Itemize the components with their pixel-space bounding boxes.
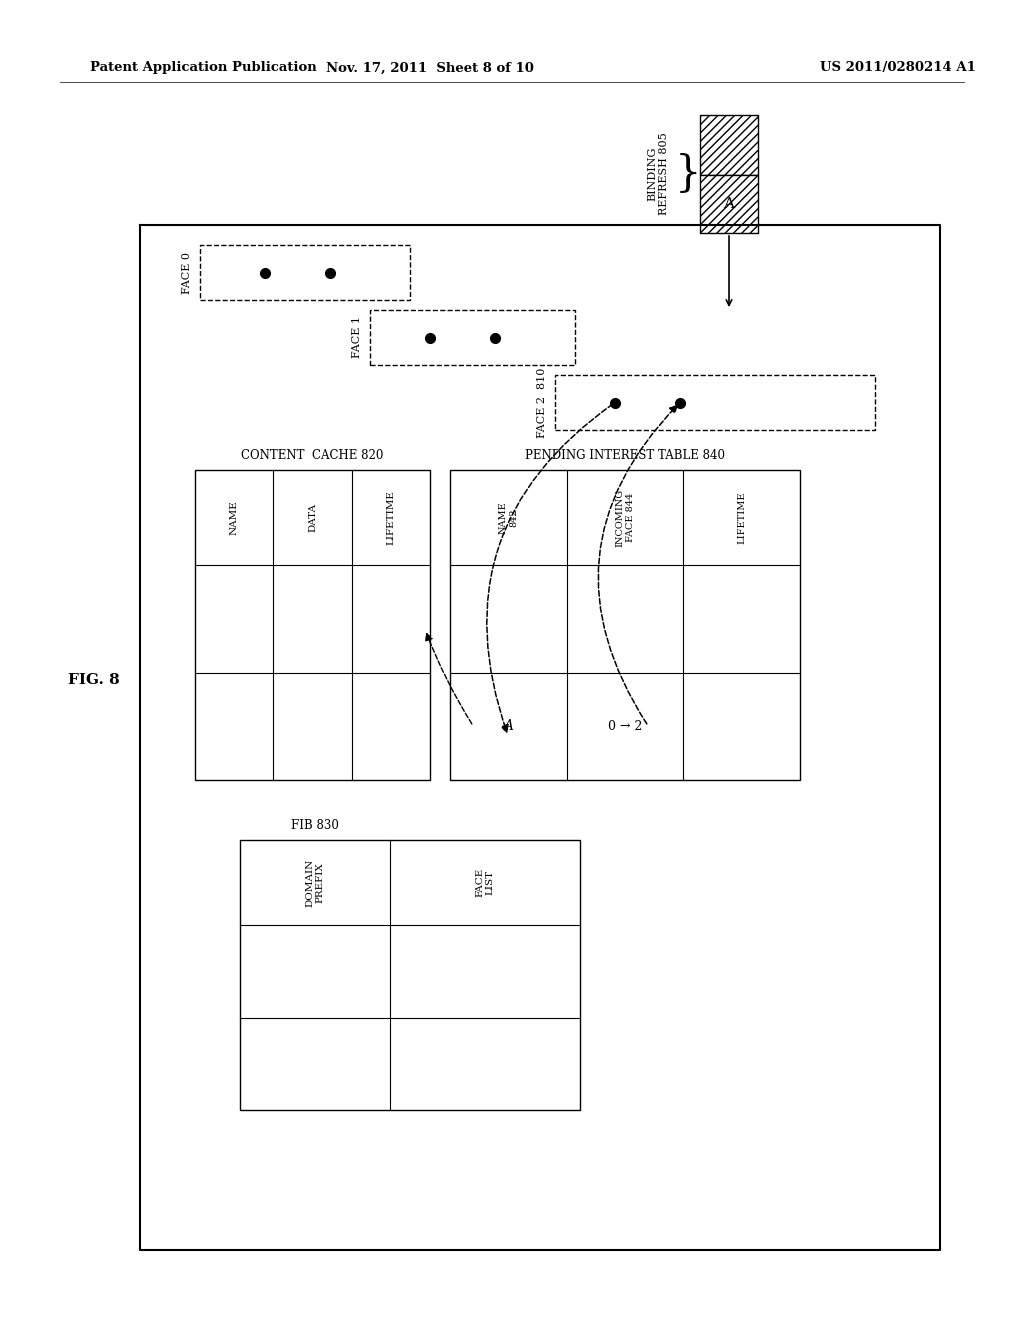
- Bar: [370, 310, 575, 366]
- Text: LIFETIME: LIFETIME: [386, 490, 395, 545]
- Text: FACE 0: FACE 0: [182, 252, 193, 293]
- Text: FACE
LIST: FACE LIST: [475, 867, 495, 898]
- Text: FIG. 8: FIG. 8: [68, 673, 120, 686]
- Text: A: A: [504, 719, 513, 733]
- Text: DOMAIN
PREFIX: DOMAIN PREFIX: [305, 858, 325, 907]
- Text: 0 → 2: 0 → 2: [608, 719, 642, 733]
- Text: CONTENT  CACHE 820: CONTENT CACHE 820: [242, 449, 384, 462]
- Text: }: }: [675, 153, 701, 195]
- Text: Patent Application Publication: Patent Application Publication: [90, 62, 316, 74]
- Bar: [450, 470, 800, 780]
- Bar: [700, 115, 758, 176]
- Text: NAME: NAME: [229, 500, 239, 535]
- Bar: [555, 375, 874, 430]
- Text: NAME
842: NAME 842: [499, 502, 518, 533]
- Text: FACE 2  810: FACE 2 810: [537, 367, 547, 438]
- Text: FIB 830: FIB 830: [291, 818, 339, 832]
- Bar: [700, 176, 758, 234]
- Bar: [200, 246, 410, 300]
- Text: US 2011/0280214 A1: US 2011/0280214 A1: [820, 62, 976, 74]
- Text: FACE 1: FACE 1: [352, 317, 362, 359]
- Text: LIFETIME: LIFETIME: [737, 491, 746, 544]
- Text: Nov. 17, 2011  Sheet 8 of 10: Nov. 17, 2011 Sheet 8 of 10: [326, 62, 534, 74]
- FancyArrowPatch shape: [486, 404, 612, 733]
- Text: DATA: DATA: [308, 503, 317, 532]
- Text: INCOMING
FACE 844: INCOMING FACE 844: [615, 488, 635, 546]
- Text: BINDING
REFRESH 805: BINDING REFRESH 805: [647, 132, 669, 215]
- Bar: [195, 470, 430, 780]
- FancyArrowPatch shape: [598, 405, 677, 723]
- Bar: [240, 840, 580, 1110]
- Text: A: A: [724, 197, 734, 211]
- Text: PENDING INTEREST TABLE 840: PENDING INTEREST TABLE 840: [525, 449, 725, 462]
- FancyArrowPatch shape: [426, 634, 472, 723]
